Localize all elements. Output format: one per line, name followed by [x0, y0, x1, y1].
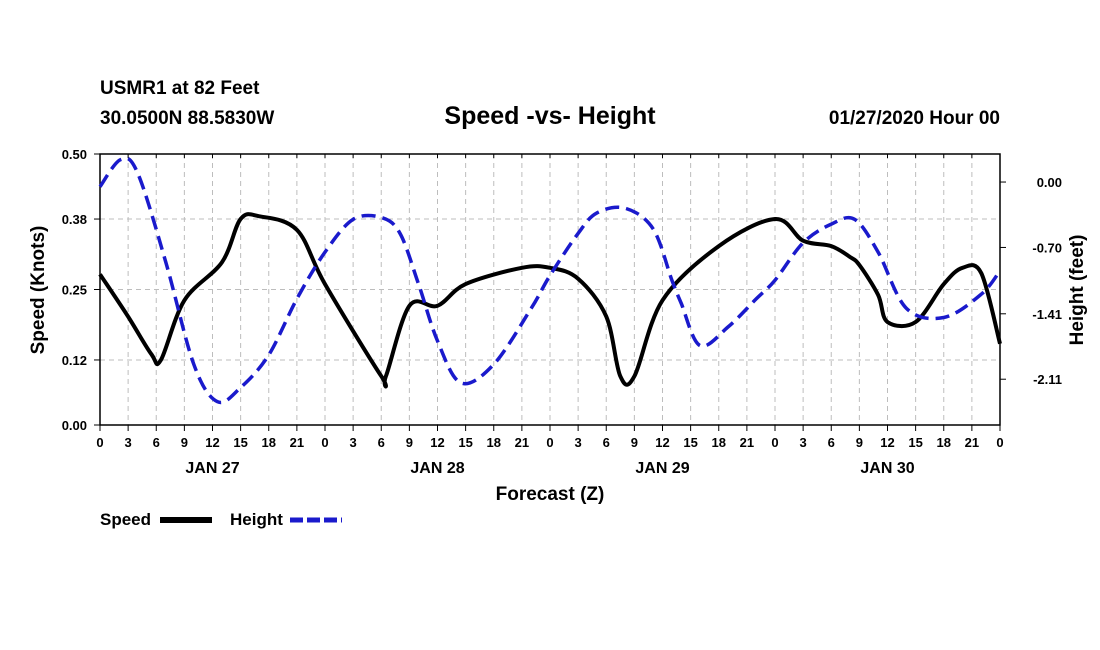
y2-tick-label: -1.41: [1032, 307, 1062, 322]
legend-height-label: Height: [230, 510, 283, 529]
x-tick-label: 0: [996, 435, 1003, 450]
grid-lines: [100, 154, 1000, 425]
speed-series-line: [98, 212, 1002, 389]
x-tick-label: 0: [546, 435, 553, 450]
x-tick-label: 6: [378, 435, 385, 450]
day-label: JAN 28: [410, 460, 464, 477]
y-tick-label: 0.00: [62, 418, 87, 433]
x-tick-label: 21: [965, 435, 979, 450]
x-tick-label: 21: [740, 435, 754, 450]
x-tick-label: 9: [181, 435, 188, 450]
y2-tick-label: 0.00: [1037, 175, 1062, 190]
day-label: JAN 29: [635, 460, 689, 477]
x-axis-label: Forecast (Z): [496, 484, 605, 505]
x-tick-label: 21: [290, 435, 304, 450]
x-tick-label: 12: [655, 435, 669, 450]
y2-tick-label: -0.70: [1032, 240, 1062, 255]
x-tick-label: 3: [350, 435, 357, 450]
x-tick-label: 12: [205, 435, 219, 450]
coords-label: 30.0500N 88.5830W: [100, 108, 274, 129]
day-label: JAN 27: [185, 460, 239, 477]
x-tick-label: 18: [937, 435, 951, 450]
x-tick-label: 18: [712, 435, 726, 450]
x-tick-label: 12: [880, 435, 894, 450]
x-tick-label: 9: [631, 435, 638, 450]
x-tick-label: 15: [683, 435, 697, 450]
x-tick-label: 21: [515, 435, 529, 450]
left-axis-tick-labels: 0.00 0.12 0.25 0.38 0.50: [62, 147, 87, 433]
x-tick-label: 15: [233, 435, 247, 450]
legend: Speed Height: [100, 510, 342, 529]
x-tick-label: 18: [262, 435, 276, 450]
x-axis-tick-labels: 0 3 6 9 12 15 18 21 0 3 6 9 12 15 18 21 0 3 6 9 12 15 18 21 0 3 6 9…: [96, 435, 1003, 450]
series-lines: [98, 156, 1002, 405]
datetime-label: 01/27/2020 Hour 00: [829, 108, 1000, 129]
x-tick-label: 15: [908, 435, 922, 450]
day-labels: JAN 27 JAN 28 JAN 29 JAN 30: [185, 460, 914, 477]
height-series-line: [98, 156, 1002, 405]
x-tick-label: 18: [487, 435, 501, 450]
x-tick-label: 15: [458, 435, 472, 450]
x-tick-label: 9: [406, 435, 413, 450]
right-axis-label: Height (feet): [1067, 235, 1088, 346]
x-tick-label: 0: [96, 435, 103, 450]
x-tick-label: 3: [125, 435, 132, 450]
axis-ticks: [94, 153, 1006, 431]
day-label: JAN 30: [860, 460, 914, 477]
right-axis-tick-labels: 0.00 -0.70 -1.41 -2.11: [1032, 175, 1062, 387]
y-tick-label: 0.25: [62, 283, 87, 298]
x-tick-label: 6: [603, 435, 610, 450]
left-axis-label: Speed (Knots): [28, 226, 49, 355]
x-tick-label: 6: [153, 435, 160, 450]
y-tick-label: 0.38: [62, 212, 87, 227]
y-tick-label: 0.12: [62, 353, 87, 368]
x-tick-label: 3: [575, 435, 582, 450]
legend-speed-label: Speed: [100, 510, 151, 529]
y-tick-label: 0.50: [62, 147, 87, 162]
x-tick-label: 12: [430, 435, 444, 450]
x-tick-label: 0: [771, 435, 778, 450]
x-tick-label: 0: [321, 435, 328, 450]
station-label: USMR1 at 82 Feet: [100, 78, 260, 99]
x-tick-label: 9: [856, 435, 863, 450]
chart-title: Speed -vs- Height: [444, 102, 656, 130]
x-tick-label: 3: [800, 435, 807, 450]
y2-tick-label: -2.11: [1033, 372, 1062, 387]
x-tick-label: 6: [828, 435, 835, 450]
